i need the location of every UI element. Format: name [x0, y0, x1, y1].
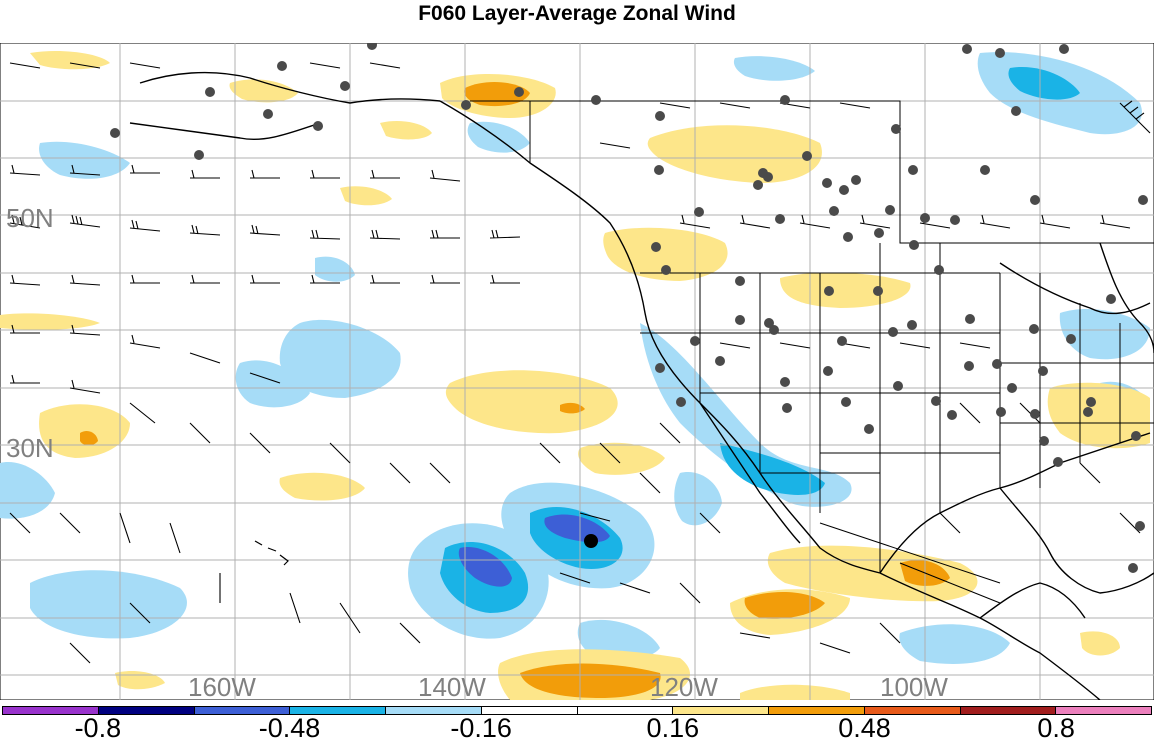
lon-label-140w: 140W: [418, 672, 486, 700]
lat-label-50n: 50N: [6, 203, 54, 233]
colorbar-segment: [386, 707, 482, 714]
zonal-wind-map: 50N 30N 160W 140W 120W 100W: [0, 43, 1154, 700]
hawaii-islands: [254, 540, 289, 566]
shading-layer: [0, 51, 1150, 700]
colorbar-segment: [769, 707, 865, 714]
lon-label-160w: 160W: [188, 672, 256, 700]
colorbar-label: 0.16: [646, 713, 700, 743]
location-marker: [584, 534, 598, 548]
colorbar-label: 0.8: [1037, 713, 1075, 743]
colorbar-labels: -0.8 -0.48 -0.16 0.16 0.48 0.8: [0, 714, 1154, 743]
chart-title: F060 Layer-Average Zonal Wind: [418, 2, 736, 25]
lat-label-30n: 30N: [6, 433, 54, 463]
colorbar-label: -0.16: [450, 713, 512, 743]
colorbar-segment: [960, 707, 1057, 714]
lon-label-120w: 120W: [650, 672, 718, 700]
colorbar-segment: [673, 707, 769, 714]
wind-barbs: [9, 62, 1151, 664]
colorbar-segment: [290, 707, 386, 714]
station-markers: [110, 43, 1148, 573]
map-canvas: 50N 30N 160W 140W 120W 100W: [0, 43, 1154, 700]
colorbar-segment: [98, 707, 195, 714]
colorbar-label: -0.8: [74, 713, 122, 743]
colorbar-segment: [864, 707, 961, 714]
colorbar-label: -0.48: [258, 713, 321, 743]
coastlines: [129, 71, 1154, 700]
colorbar-segment: [481, 707, 578, 714]
colorbar-label: 0.48: [838, 713, 891, 743]
colorbar-segment: [1056, 707, 1151, 714]
colorbar-segment: [3, 707, 99, 714]
lon-label-100w: 100W: [880, 672, 948, 700]
colorbar-segment: [577, 707, 674, 714]
colorbar: [2, 706, 1152, 715]
colorbar-segment: [194, 707, 291, 714]
